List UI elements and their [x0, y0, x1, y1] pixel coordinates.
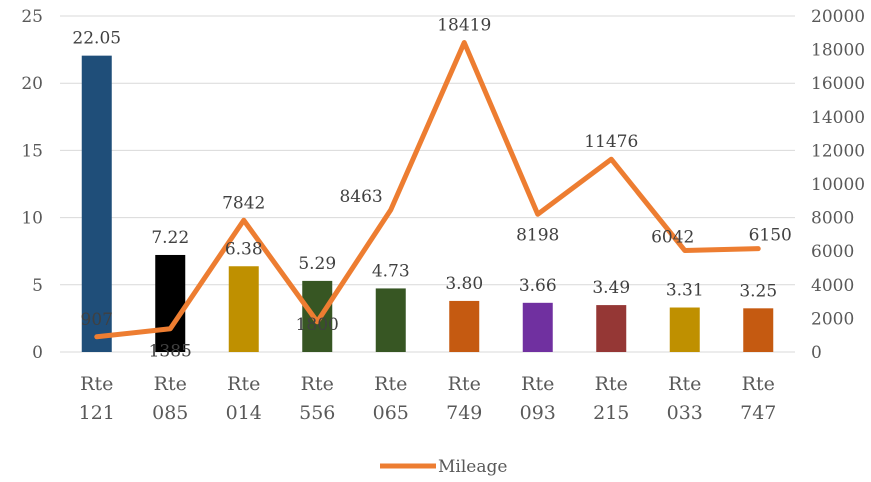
line-data-label: 907: [81, 310, 113, 330]
left-tick-label: 25: [21, 7, 43, 27]
category-label-line2: 014: [226, 402, 262, 424]
right-tick-label: 14000: [811, 108, 865, 128]
category-label-line1: Rte: [80, 373, 113, 395]
category-label-line2: 749: [446, 402, 482, 424]
bar: [302, 280, 333, 352]
category-label-line2: 085: [152, 402, 188, 424]
category-label-line1: Rte: [448, 373, 481, 395]
bar-data-label: 3.80: [445, 274, 483, 294]
bar: [596, 305, 627, 352]
line-data-label: 8198: [516, 225, 559, 245]
right-tick-label: 2000: [811, 309, 854, 329]
right-tick-label: 10000: [811, 175, 865, 195]
bar-data-label: 6.38: [225, 239, 263, 259]
category-label-line2: 033: [667, 402, 703, 424]
category-label-line1: Rte: [227, 373, 260, 395]
category-label-line2: 215: [593, 402, 629, 424]
bar: [743, 308, 774, 352]
left-tick-label: 0: [32, 343, 43, 363]
category-label-line2: 093: [520, 402, 556, 424]
category-axis: Rte 121 Rte 085 Rte 014 Rte 556 Rte 065 Rte 749 Rte 0…: [79, 373, 777, 424]
line-data-labels: 907 1385 7842 1800 8463 18419 8198 11476 6042 615…: [81, 16, 792, 362]
category-label-line1: Rte: [668, 373, 701, 395]
right-y-axis: 0 2000 4000 6000 8000 10000 12000 14000 16000 180…: [811, 7, 865, 363]
left-y-axis: 0 5 10 15 20 25: [21, 7, 43, 363]
bar: [669, 307, 700, 352]
category-label-line1: Rte: [154, 373, 187, 395]
bar: [155, 254, 186, 352]
legend: Mileage: [380, 457, 507, 477]
bar-data-label: 7.22: [151, 228, 189, 248]
category-label-line1: Rte: [742, 373, 775, 395]
bars: [81, 55, 774, 352]
bar-data-label: 3.66: [519, 276, 557, 296]
right-tick-label: 18000: [811, 41, 865, 61]
left-tick-label: 20: [21, 74, 43, 94]
bar: [449, 300, 480, 352]
right-tick-label: 6000: [811, 242, 854, 262]
legend-label-mileage: Mileage: [438, 457, 507, 477]
right-tick-label: 20000: [811, 7, 865, 27]
line-data-label: 6042: [651, 227, 694, 247]
bar-data-label: 22.05: [72, 29, 121, 49]
right-tick-label: 0: [811, 343, 822, 363]
mileage-line: [94, 40, 761, 340]
bar-data-label: 3.25: [739, 281, 777, 301]
category-label-line1: Rte: [301, 373, 334, 395]
right-tick-label: 16000: [811, 74, 865, 94]
category-label-line1: Rte: [521, 373, 554, 395]
bar-data-labels: 22.05 7.22 6.38 5.29 4.73 3.80 3.66 3.49 3.31 3.2…: [72, 29, 777, 302]
bar-data-label: 3.31: [666, 281, 704, 301]
line-data-label: 6150: [749, 226, 792, 246]
right-tick-label: 4000: [811, 276, 854, 296]
category-label-line2: 065: [373, 402, 409, 424]
right-tick-label: 12000: [811, 141, 865, 161]
line-data-label: 7842: [222, 193, 265, 213]
bar: [81, 55, 112, 352]
line-data-label: 11476: [584, 132, 638, 152]
category-label-line2: 556: [299, 402, 335, 424]
bar-data-label: 5.29: [298, 254, 336, 274]
category-label-line1: Rte: [595, 373, 628, 395]
bar: [375, 288, 406, 352]
line-data-label: 1800: [296, 315, 339, 335]
category-label-line2: 747: [740, 402, 776, 424]
left-tick-label: 5: [32, 276, 43, 296]
bar-data-label: 4.73: [372, 261, 410, 281]
line-data-label: 8463: [339, 187, 382, 207]
mileage-line-series: [94, 40, 761, 340]
left-tick-label: 10: [21, 209, 43, 229]
line-data-label: 18419: [437, 16, 491, 36]
bar: [228, 266, 259, 352]
right-tick-label: 8000: [811, 209, 854, 229]
category-label-line2: 121: [79, 402, 115, 424]
line-data-label: 1385: [149, 342, 192, 362]
bar-data-label: 3.49: [592, 278, 630, 298]
bar: [522, 302, 553, 352]
left-tick-label: 15: [21, 141, 43, 161]
category-label-line1: Rte: [374, 373, 407, 395]
